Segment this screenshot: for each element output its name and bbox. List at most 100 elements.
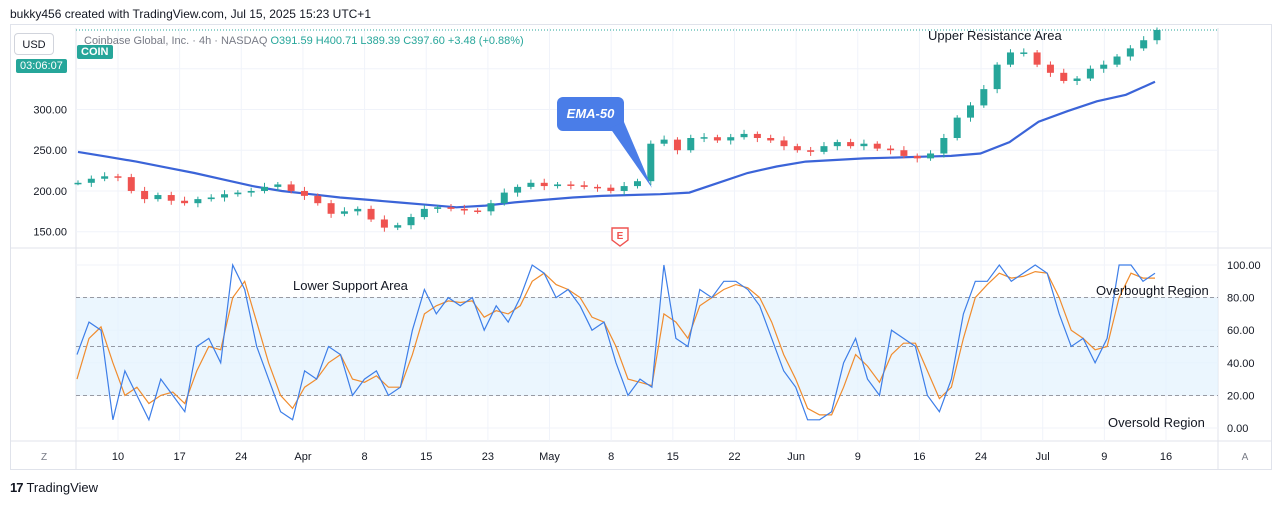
candle-body xyxy=(340,211,348,214)
candle-body xyxy=(927,153,935,159)
candle-body xyxy=(194,199,202,204)
legend-low: L389.39 xyxy=(360,35,401,47)
upper-resistance-label: Upper Resistance Area xyxy=(928,28,1062,43)
candle-body xyxy=(1006,52,1014,65)
candle-body xyxy=(474,210,482,213)
candle-body xyxy=(727,137,735,141)
chart-frame xyxy=(10,24,1272,470)
candle-body xyxy=(873,143,881,149)
ema-callout: EMA-50 xyxy=(557,97,624,131)
candle-body xyxy=(647,143,655,182)
stoch-tick-label: 60.00 xyxy=(1227,325,1255,337)
candle-body xyxy=(207,197,215,200)
legend-close: C397.60 xyxy=(403,35,445,47)
candle-body xyxy=(700,137,708,139)
footer-brand[interactable]: 17 TradingView xyxy=(10,480,98,495)
candle-body xyxy=(447,207,455,209)
price-tick-label: 200.00 xyxy=(33,186,67,198)
candle-body xyxy=(487,203,495,212)
candle-body xyxy=(74,182,82,185)
candle-body xyxy=(287,184,295,191)
candle-body xyxy=(780,140,788,147)
candle-body xyxy=(87,178,95,183)
auto-scale-z-button[interactable]: Z xyxy=(40,452,48,463)
x-tick-label: 17 xyxy=(174,451,186,463)
candle-body xyxy=(380,219,388,228)
candle-body xyxy=(394,225,402,228)
candle-body xyxy=(753,133,761,138)
candle-body xyxy=(980,89,988,106)
candle-body xyxy=(900,150,908,156)
legend-name: Coinbase Global, Inc. · 4h · NASDAQ xyxy=(84,35,268,47)
tradingview-logo-icon: 17 xyxy=(10,480,24,495)
candle-body xyxy=(527,182,535,187)
candle-body xyxy=(1033,52,1041,65)
x-tick-label: 23 xyxy=(482,451,494,463)
currency-button[interactable]: USD xyxy=(14,33,54,55)
candle-body xyxy=(460,208,468,211)
candle-body xyxy=(833,142,841,147)
candle-body xyxy=(181,200,189,204)
price-tick-label: 150.00 xyxy=(33,227,67,239)
x-tick-label: Jul xyxy=(1036,451,1050,463)
legend-high: H400.71 xyxy=(315,35,358,47)
lower-support-label: Lower Support Area xyxy=(293,278,408,293)
x-tick-label: May xyxy=(539,451,560,463)
candle-body xyxy=(127,177,135,191)
candle-body xyxy=(607,187,615,191)
stoch-tick-label: 20.00 xyxy=(1227,390,1255,402)
candle-body xyxy=(407,217,415,226)
candle-body xyxy=(300,190,308,196)
x-tick-label: 8 xyxy=(608,451,614,463)
auto-scale-a-button[interactable]: A xyxy=(1241,452,1249,463)
stoch-tick-label: 80.00 xyxy=(1227,293,1255,305)
x-tick-label: 15 xyxy=(420,451,432,463)
candle-body xyxy=(234,192,242,195)
overbought-label: Overbought Region xyxy=(1096,283,1209,298)
candle-body xyxy=(860,143,868,147)
candle-body xyxy=(1140,40,1148,49)
x-tick-label: 15 xyxy=(667,451,679,463)
attribution-text: bukky456 created with TradingView.com, J… xyxy=(10,7,371,21)
oversold-label: Oversold Region xyxy=(1108,415,1205,430)
candle-body xyxy=(260,186,268,191)
candle-body xyxy=(420,208,428,218)
candle-body xyxy=(1073,78,1081,81)
candle-body xyxy=(820,146,828,152)
candle-body xyxy=(940,138,948,154)
candle-body xyxy=(354,208,362,212)
price-tick-label: 250.00 xyxy=(33,145,67,157)
candle-body xyxy=(434,207,442,209)
candle-body xyxy=(673,139,681,151)
candle-body xyxy=(887,148,895,151)
candle-body xyxy=(247,190,255,193)
x-tick-label: 24 xyxy=(975,451,987,463)
x-tick-label: 22 xyxy=(728,451,740,463)
stoch-tick-label: 0.00 xyxy=(1227,423,1248,435)
candle-body xyxy=(847,142,855,147)
x-tick-label: 10 xyxy=(112,451,124,463)
price-tick-label: 300.00 xyxy=(33,104,67,116)
candle-body xyxy=(1046,64,1054,73)
x-tick-label: Apr xyxy=(294,451,311,463)
candle-body xyxy=(1126,48,1134,57)
candle-body xyxy=(314,195,322,204)
earnings-label: E xyxy=(617,231,624,242)
x-tick-label: 16 xyxy=(913,451,925,463)
candle-body xyxy=(1020,52,1028,54)
candle-body xyxy=(367,208,375,220)
candle-body xyxy=(167,195,175,201)
legend-open: O391.59 xyxy=(270,35,313,47)
x-tick-label: 9 xyxy=(1101,451,1107,463)
candle-body xyxy=(967,105,975,118)
footer-brand-text: TradingView xyxy=(26,480,99,495)
earnings-marker[interactable]: E xyxy=(611,227,629,247)
stoch-tick-label: 100.00 xyxy=(1227,260,1261,272)
candle-body xyxy=(687,138,695,151)
candle-body xyxy=(514,186,522,193)
candle-body xyxy=(1113,56,1121,65)
countdown-badge: 03:06:07 xyxy=(16,59,67,73)
stoch-tick-label: 40.00 xyxy=(1227,358,1255,370)
x-tick-label: 16 xyxy=(1160,451,1172,463)
